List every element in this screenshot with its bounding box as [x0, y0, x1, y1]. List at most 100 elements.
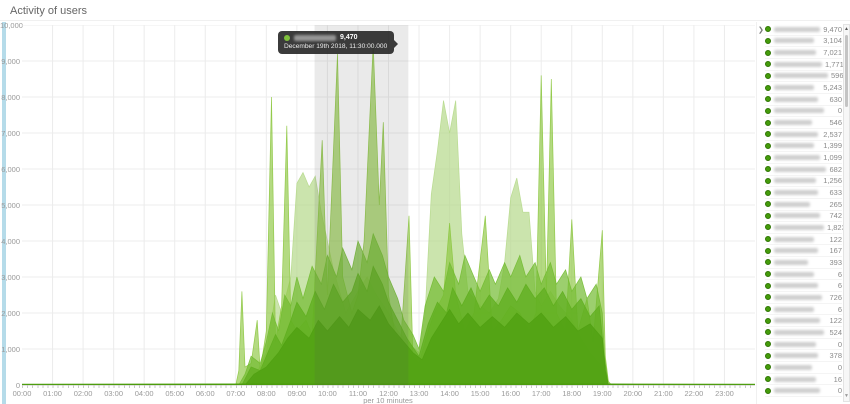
scrollbar-up-icon[interactable]: ▲: [844, 26, 849, 32]
legend-label-redacted: [774, 73, 828, 79]
legend-item[interactable]: 0: [765, 106, 842, 118]
legend-label-redacted: [774, 283, 818, 289]
legend-value: 6: [837, 304, 842, 314]
legend-series-dot-icon: [765, 294, 771, 301]
x-tick-label: 18:00: [562, 389, 582, 398]
legend-item[interactable]: 726: [765, 292, 842, 304]
legend-value: 0: [837, 386, 842, 396]
x-tick-label: 19:00: [592, 389, 612, 398]
legend-item[interactable]: 3,104: [765, 36, 842, 48]
legend-label-redacted: [774, 271, 814, 277]
x-tick-label: 13:00: [409, 389, 429, 398]
legend-item[interactable]: 1,771: [765, 59, 844, 71]
legend-item[interactable]: 122: [765, 315, 842, 328]
legend-item[interactable]: 6: [765, 280, 842, 293]
x-tick-label: 03:00: [104, 389, 124, 398]
legend-label-redacted: [774, 131, 818, 137]
legend-series-dot-icon: [765, 177, 771, 184]
legend-item[interactable]: 2,537: [765, 129, 842, 141]
legend-value: 0: [837, 106, 842, 116]
legend-item[interactable]: 1,823: [765, 222, 846, 234]
legend-series-dot-icon: [765, 84, 771, 91]
legend-value: 16: [833, 374, 842, 384]
legend-item[interactable]: 630: [765, 94, 842, 106]
tooltip-series-dot-icon: [284, 34, 290, 41]
legend-label-redacted: [774, 61, 822, 67]
y-tick-label: 0: [15, 381, 20, 390]
legend-item[interactable]: 393: [765, 257, 842, 269]
legend-label-redacted: [774, 376, 816, 382]
legend-item[interactable]: 7,021: [765, 47, 842, 59]
legend-series-dot-icon: [765, 282, 771, 289]
legend-series-dot-icon: [765, 387, 771, 394]
brush-selection[interactable]: [314, 25, 409, 385]
legend-scrollbar[interactable]: ▲ ▼: [843, 24, 850, 402]
x-tick-label: 08:00: [256, 389, 276, 398]
legend-value: 0: [837, 362, 842, 372]
legend-item[interactable]: 167: [765, 245, 842, 258]
legend-item[interactable]: 265: [765, 199, 842, 211]
legend-label-redacted: [774, 38, 814, 44]
x-tick-label: 04:00: [134, 389, 154, 398]
legend-label-redacted: [774, 306, 814, 312]
x-tick-label: 16:00: [501, 389, 521, 398]
legend-value: 1,399: [823, 141, 842, 151]
legend-item[interactable]: 0: [765, 385, 842, 397]
area-chart-plot[interactable]: [22, 25, 755, 385]
legend-item[interactable]: 378: [765, 350, 842, 363]
scrollbar-down-icon[interactable]: ▼: [844, 393, 849, 399]
scrollbar-thumb[interactable]: [845, 35, 848, 107]
legend-item[interactable]: 122: [765, 234, 842, 246]
legend-item[interactable]: 16: [765, 374, 842, 386]
legend-item[interactable]: 6: [765, 304, 842, 316]
legend-item[interactable]: 524: [765, 327, 842, 339]
panel-edge-highlight: [2, 22, 6, 404]
area-series-6-redacted[interactable]: [22, 383, 755, 385]
y-tick-label: 5,000: [1, 201, 20, 210]
legend-value: 1,099: [823, 153, 842, 163]
legend-collapse-icon[interactable]: ❯: [758, 27, 764, 34]
legend-series-dot-icon: [765, 131, 771, 138]
legend-label-redacted: [774, 155, 820, 161]
legend-item[interactable]: 6: [765, 269, 842, 281]
legend-item[interactable]: 682: [765, 164, 842, 176]
legend-series-dot-icon: [765, 154, 771, 161]
legend-item[interactable]: 9,470: [765, 24, 842, 36]
legend-item[interactable]: 1,399: [765, 141, 842, 153]
legend-value: 9,470: [823, 24, 842, 34]
y-tick-label: 2,000: [1, 309, 20, 318]
legend-item[interactable]: 633: [765, 187, 842, 199]
legend-label-redacted: [774, 178, 816, 184]
legend-item[interactable]: 0: [765, 362, 842, 374]
legend-series-dot-icon: [765, 306, 771, 313]
legend-value: 0: [837, 339, 842, 349]
tooltip-value: 9,470: [340, 34, 358, 41]
legend-item[interactable]: 0: [765, 339, 842, 351]
legend-label-redacted: [774, 85, 814, 91]
legend-series-dot-icon: [765, 247, 771, 254]
legend-label-redacted: [774, 224, 824, 230]
legend-series-dot-icon: [765, 224, 771, 231]
legend-item[interactable]: 596: [765, 71, 844, 83]
x-tick-label: 15:00: [470, 389, 490, 398]
x-tick-label: 10:00: [318, 389, 337, 398]
x-tick-label: 05:00: [165, 389, 185, 398]
legend-value: 1,256: [823, 176, 842, 186]
area-series-5-redacted[interactable]: [244, 305, 609, 385]
legend-series-dot-icon: [765, 271, 771, 278]
area-chart-svg: [22, 25, 755, 385]
legend-value: 122: [829, 316, 842, 326]
legend-value: 265: [829, 199, 842, 209]
legend-item[interactable]: 1,256: [765, 176, 842, 188]
legend-label-redacted: [774, 26, 820, 32]
legend-series-dot-icon: [765, 49, 771, 56]
legend-value: 393: [829, 257, 842, 267]
legend-label-redacted: [774, 259, 808, 265]
legend-series-dot-icon: [765, 72, 771, 79]
legend-item[interactable]: 742: [765, 211, 842, 223]
legend-item[interactable]: 5,243: [765, 82, 842, 94]
legend-value: 546: [829, 118, 842, 128]
legend-item[interactable]: 546: [765, 117, 842, 129]
legend-value: 5,243: [823, 83, 842, 93]
legend-item[interactable]: 1,099: [765, 152, 842, 164]
